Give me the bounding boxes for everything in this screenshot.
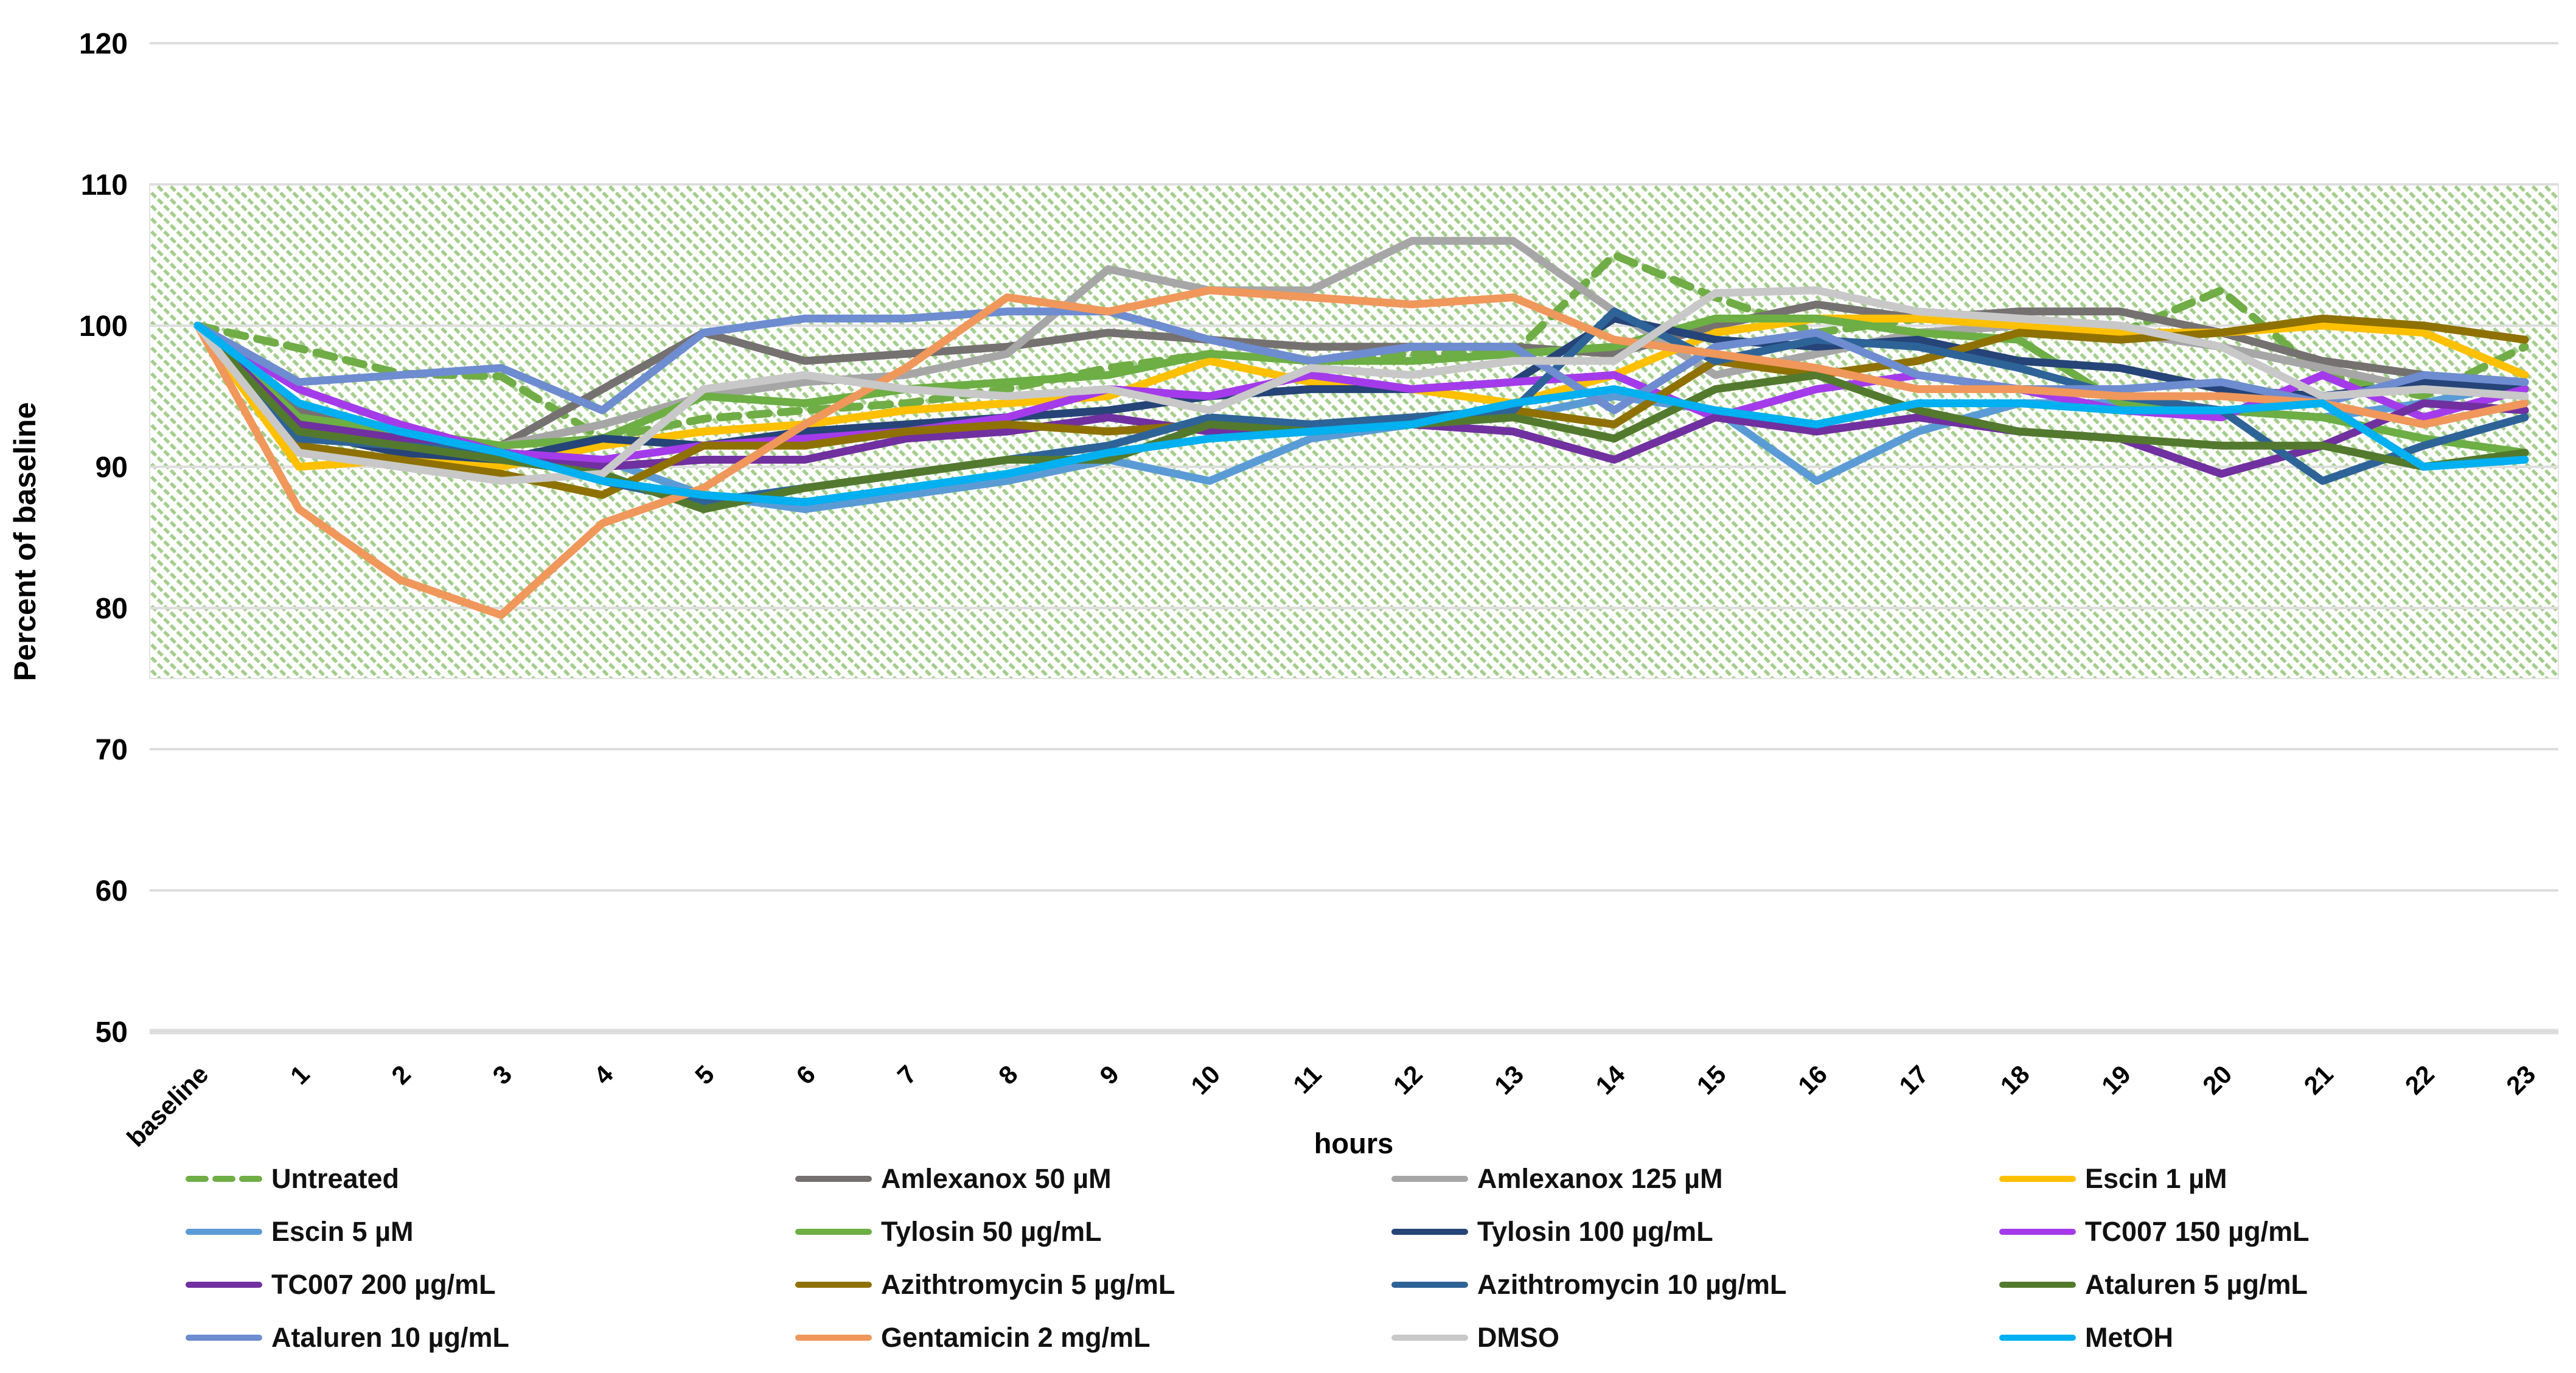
x-tick-label: 6 <box>790 1060 821 1090</box>
x-tick-label: 9 <box>1094 1060 1124 1090</box>
x-tick-label: 2 <box>386 1060 416 1090</box>
y-tick-label: 80 <box>96 593 128 625</box>
x-tick-label: 1 <box>285 1060 315 1090</box>
x-tick-label: 20 <box>2197 1060 2237 1100</box>
y-tick-label: 60 <box>96 875 128 907</box>
y-tick-label: 90 <box>96 452 128 484</box>
y-tick-label: 120 <box>79 28 128 60</box>
x-tick-label: 18 <box>1995 1060 2035 1100</box>
x-tick-label: 7 <box>892 1060 922 1090</box>
x-tick-label: 23 <box>2501 1060 2541 1100</box>
x-tick-label: 12 <box>1388 1060 1428 1100</box>
x-tick-label: 13 <box>1489 1060 1529 1100</box>
x-axis-title: hours <box>1314 1127 1394 1159</box>
y-tick-label: 100 <box>79 310 128 343</box>
y-axis-title: Percent of baseline <box>8 402 42 682</box>
x-tick-label: 16 <box>1792 1060 1833 1100</box>
x-tick-label: 17 <box>1893 1060 1934 1100</box>
series-amlexanox-50-m <box>193 300 2529 450</box>
y-tick-label: 110 <box>81 169 128 201</box>
x-tick-label: 8 <box>993 1060 1023 1090</box>
x-tick-label: 5 <box>689 1060 720 1090</box>
x-tick-label: 4 <box>588 1060 619 1090</box>
x-tick-label: baseline <box>121 1060 214 1152</box>
x-tick-label: 21 <box>2298 1060 2338 1100</box>
y-tick-label: 50 <box>96 1016 128 1049</box>
y-tick-label: 70 <box>96 734 128 766</box>
series-gentamicin-2-mg-ml <box>193 286 2529 620</box>
series-tylosin-100-g-ml <box>193 314 2529 464</box>
series-ataluren-10-g-ml <box>193 307 2529 414</box>
x-tick-label: 3 <box>487 1060 518 1090</box>
series-metoh <box>193 321 2529 506</box>
x-tick-label: 15 <box>1691 1060 1732 1100</box>
x-tick-label: 19 <box>2096 1060 2136 1100</box>
x-tick-label: 11 <box>1287 1060 1327 1099</box>
x-tick-label: 22 <box>2400 1060 2440 1100</box>
x-tick-label: 14 <box>1590 1060 1631 1100</box>
x-tick-label: 10 <box>1185 1060 1225 1100</box>
